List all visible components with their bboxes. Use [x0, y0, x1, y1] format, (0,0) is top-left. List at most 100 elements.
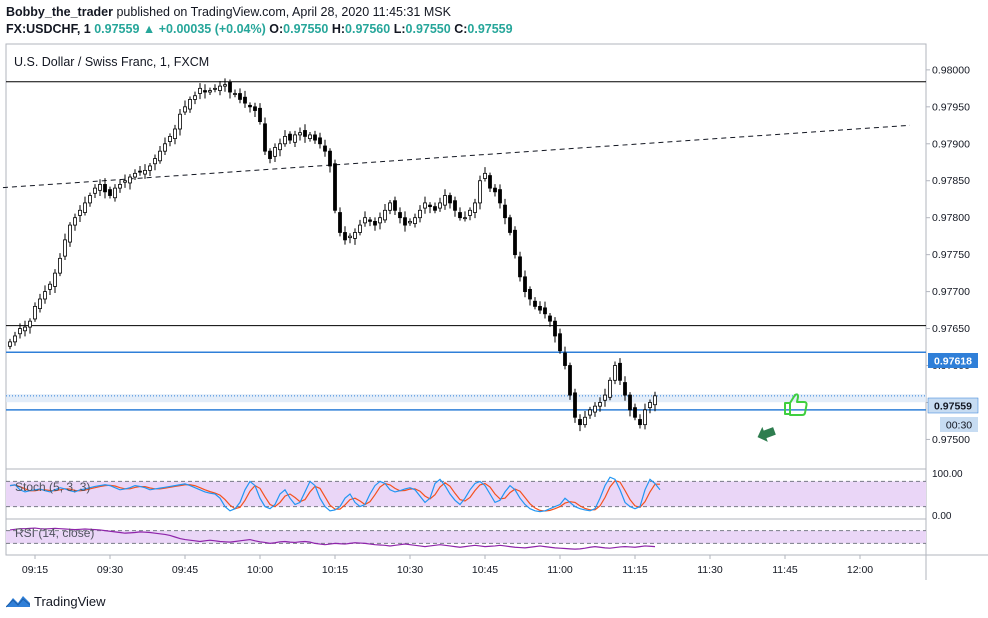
time-tick-label: 10:00 [247, 564, 273, 576]
candle-body [33, 305, 37, 320]
candle-body [58, 257, 62, 274]
candle-body [503, 204, 507, 219]
candle-body [208, 90, 212, 93]
rsi-label: RSI (14, close) [15, 526, 94, 540]
candle-body [143, 169, 147, 175]
time-tick-label: 10:30 [397, 564, 423, 576]
high-value: 0.97560 [345, 22, 391, 36]
candle-body [158, 150, 162, 162]
candle-body [243, 96, 247, 104]
candle-body [48, 283, 52, 290]
candle-body [403, 217, 407, 226]
candle-body [483, 172, 487, 179]
rsi-band-fill [6, 530, 926, 544]
candle-body [568, 365, 572, 396]
price-tick-label: 0.97650 [932, 323, 970, 335]
high-label: H: [331, 22, 346, 36]
time-tick-label: 10:45 [472, 564, 498, 576]
publish-text: published on TradingView.com, April 28, … [116, 5, 451, 19]
candle-body [303, 130, 307, 137]
author-name[interactable]: Bobby_the_trader [6, 5, 113, 19]
candles [8, 78, 657, 432]
trendline[interactable] [0, 124, 911, 189]
open-value: 0.97550 [283, 22, 329, 36]
candle-body [118, 184, 122, 189]
stoch-label: Stoch (5, 3, 3) [15, 480, 90, 494]
candle-body [318, 137, 322, 145]
time-tick-label: 11:45 [772, 564, 798, 576]
candle-body [373, 220, 377, 226]
candle-body [123, 180, 127, 183]
candle-body [588, 409, 592, 416]
price-pane[interactable] [5, 43, 927, 470]
candle-body [473, 202, 477, 213]
candle-body [558, 333, 562, 352]
candle-body [278, 143, 282, 151]
candle-body [53, 272, 57, 287]
candle-body [598, 402, 602, 407]
candle-body [648, 402, 652, 409]
candle-body [323, 145, 327, 152]
time-axis[interactable]: 09:15 09:30 09:45 10:00 10:15 10:30 10:45 11:00… [22, 555, 873, 576]
close-value: 0.97559 [467, 22, 513, 36]
candle-body [63, 239, 67, 257]
candle-body [73, 217, 77, 226]
candle-body [608, 379, 612, 398]
footer-brand[interactable]: TradingView [6, 592, 106, 610]
candle-body [108, 189, 112, 196]
candle-body [543, 307, 547, 315]
stoch-band-fill [6, 481, 926, 507]
price-axis[interactable]: 0.98000 0.97950 0.97900 0.97850 0.97800 0.977… [926, 64, 970, 446]
candle-body [98, 184, 102, 191]
candle-body [653, 395, 657, 406]
candle-body [153, 158, 157, 165]
rsi-line [9, 527, 656, 550]
price-tick-label: 0.97850 [932, 175, 970, 187]
candle-body [593, 405, 597, 413]
candle-body [443, 195, 447, 206]
candle-body [238, 93, 242, 100]
candle-body [533, 300, 537, 307]
candle-body [393, 200, 397, 211]
candle-body [253, 106, 257, 111]
candle-body [633, 407, 637, 418]
candle-body [218, 85, 222, 91]
candle-body [168, 135, 172, 142]
price-tick-label: 0.97500 [932, 434, 970, 446]
time-tick-label: 09:30 [97, 564, 123, 576]
candle-body [78, 209, 82, 216]
candle-body [88, 195, 92, 204]
price-tick-label: 0.97950 [932, 101, 970, 113]
candle-body [363, 217, 367, 224]
candle-body [628, 394, 632, 411]
candle-body [433, 206, 437, 211]
rsi-band [6, 530, 926, 544]
candle-body [348, 235, 352, 239]
candle-body [498, 189, 502, 204]
candle-body [538, 305, 542, 311]
candle-body [328, 150, 332, 167]
countdown: 00:30 [946, 420, 972, 432]
candle-body [38, 298, 42, 310]
tradingview-logo-icon [6, 596, 30, 608]
candle-body [193, 95, 197, 100]
thumbs-up-icon [784, 393, 808, 416]
stoch-tick-100: 100.00 [932, 469, 963, 480]
candle-body [513, 229, 517, 256]
candle-body [313, 134, 317, 141]
candle-body [643, 409, 647, 426]
candle-body [398, 212, 402, 219]
low-label: L: [393, 22, 406, 36]
price-zone [6, 394, 926, 403]
time-tick-label: 11:00 [547, 564, 573, 576]
candle-body [428, 204, 432, 208]
candle-body [23, 326, 27, 332]
candle-body [383, 209, 387, 221]
candle-body [463, 217, 467, 220]
publish-info: Bobby_the_trader published on TradingVie… [6, 5, 451, 19]
indicator-axis: 100.00 0.00 [932, 469, 963, 522]
candle-body [228, 82, 232, 93]
level-badge: 0.97618 [934, 356, 972, 368]
candle-body [358, 224, 362, 233]
